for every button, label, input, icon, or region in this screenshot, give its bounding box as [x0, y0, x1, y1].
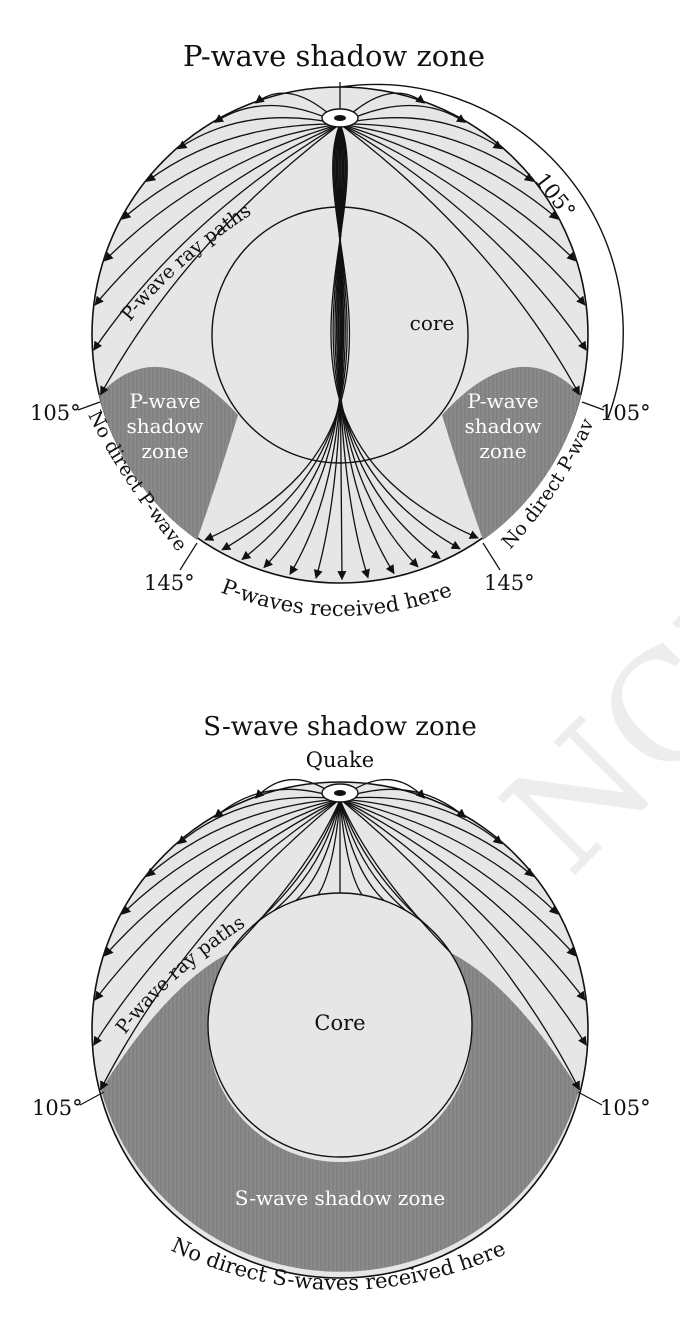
p-angle-bottom-right: 145° — [484, 571, 535, 595]
p-angle-left: 105° — [30, 401, 81, 425]
p-core-ray — [332, 123, 461, 550]
p-shadow-label-right-3: zone — [479, 439, 526, 463]
p-wave-diagram: P-wave shadow zone core P-wave ray paths… — [0, 0, 651, 621]
p-diagram-title: P-wave shadow zone — [183, 39, 485, 73]
p-mantle-ray — [99, 123, 341, 396]
s-mantle-ray — [177, 796, 341, 845]
p-shadow-label-left-3: zone — [141, 439, 188, 463]
p-mantle-ray — [93, 123, 341, 351]
p-core-ray — [241, 123, 346, 560]
s-mantle-ray — [339, 798, 559, 915]
s-mantle-ray — [339, 798, 576, 957]
p-mantle-ray — [339, 123, 534, 182]
p-mantle-ray — [94, 123, 341, 306]
s-core-touch-ray — [229, 799, 341, 953]
s-mantle-ray — [121, 798, 341, 915]
s-angle-left: 105° — [32, 1096, 83, 1120]
p-mantle-ray — [339, 123, 586, 306]
p-mantle-ray — [177, 117, 341, 150]
s-core-touch-ray — [295, 799, 341, 902]
s-angle-right: 105° — [600, 1096, 651, 1120]
s-mantle-ray — [93, 798, 341, 1046]
p-core-ray — [336, 123, 419, 568]
p-shadow-zone-right — [442, 366, 581, 540]
s-ray-paths — [93, 779, 587, 1091]
p-mantle-ray — [104, 123, 341, 262]
s-core-touch-ray — [273, 799, 341, 912]
p-shadow-label-right-2: shadow — [464, 414, 541, 438]
p-mantle-ray — [339, 123, 581, 396]
p-core-label: core — [410, 311, 455, 335]
p-mantle-ray — [121, 123, 341, 220]
s-core-touch-ray — [339, 799, 363, 896]
p-shadow-label-left-1: P-wave — [129, 389, 200, 413]
s-mantle-ray — [146, 798, 341, 877]
p-core-ray — [338, 123, 370, 579]
s-core-touch-ray — [339, 799, 451, 953]
p-core-ray — [330, 123, 479, 539]
s-core-label: Core — [314, 1011, 365, 1035]
p-core-ray — [204, 123, 351, 541]
p-core-ray — [313, 123, 343, 580]
s-mantle-ray — [339, 798, 587, 1046]
p-core-ray — [337, 123, 347, 581]
p-ray-paths — [93, 92, 587, 581]
p-angle-right: 105° — [600, 401, 651, 425]
p-core-ray — [221, 123, 348, 551]
s-quake-label: Quake — [306, 748, 374, 772]
p-focus — [321, 82, 359, 128]
p-mantle-ray — [339, 123, 587, 351]
s-core-touch-ray — [339, 799, 385, 902]
p-core-ray — [337, 123, 395, 575]
s-core-touch-ray — [251, 799, 341, 928]
p-mantle-ray — [339, 123, 576, 262]
s-mantle-ray — [339, 798, 581, 1091]
p-shadow-label-left-2: shadow — [126, 414, 203, 438]
p-mantle-ray — [146, 123, 341, 182]
p-angle-bottom-left: 145° — [144, 571, 195, 595]
s-mantle-ray — [339, 796, 503, 845]
p-mantle-ray — [339, 117, 503, 150]
s-core-touch-ray — [339, 799, 407, 912]
s-mantle-ray — [94, 798, 341, 1001]
p-mantle-ray — [339, 123, 559, 220]
s-core-touch-ray — [317, 799, 341, 896]
p-core-ray — [289, 123, 344, 576]
s-mantle-ray — [339, 798, 586, 1001]
p-core-ray — [263, 123, 345, 569]
p-shadow-zone-left — [99, 366, 238, 540]
p-shadow-label-right-1: P-wave — [467, 389, 538, 413]
s-diagram-title: S-wave shadow zone — [203, 712, 477, 742]
s-shadow-label: S-wave shadow zone — [235, 1186, 445, 1210]
s-mantle-ray — [339, 798, 534, 877]
p-105-arc — [339, 83, 624, 419]
s-focus — [321, 783, 359, 803]
s-mantle-ray — [99, 798, 341, 1091]
s-mantle-ray — [104, 798, 341, 957]
s-shadow-zone — [101, 950, 579, 1272]
p-core-ray — [334, 123, 441, 560]
